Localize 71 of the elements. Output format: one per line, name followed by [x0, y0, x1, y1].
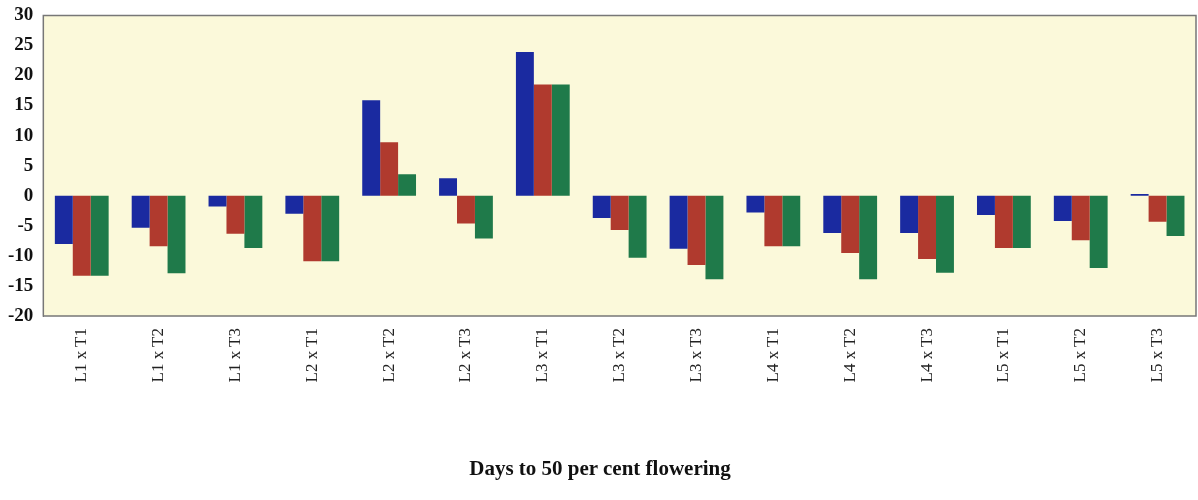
bar: [208, 195, 227, 207]
bar: [936, 195, 954, 273]
bar: [321, 195, 340, 262]
bar: [457, 195, 475, 224]
bar: [244, 195, 263, 249]
x-tick-label: L1 x T3: [224, 328, 244, 383]
bar: [841, 195, 860, 253]
bar: [746, 195, 765, 213]
bar: [900, 195, 919, 234]
bar: [976, 195, 995, 216]
y-tick-label: -15: [8, 273, 34, 295]
x-tick-label: L3 x T3: [685, 328, 705, 383]
bar: [226, 195, 245, 234]
y-tick-label: 15: [14, 93, 34, 115]
x-tick-label: L4 x T1: [762, 328, 782, 383]
bar: [782, 195, 801, 247]
text: Days to 50 per cent flowering: [469, 455, 732, 480]
bar: [439, 178, 458, 196]
bar: [1071, 195, 1090, 241]
bar: [859, 195, 878, 280]
bar: [515, 52, 534, 196]
bar: [669, 195, 688, 249]
y-tick-label: 10: [14, 123, 34, 145]
x-tick-label: L5 x T1: [993, 328, 1013, 383]
x-tick-label: L3 x T1: [532, 328, 552, 383]
bar: [592, 195, 611, 219]
bar: [380, 142, 399, 196]
x-tick-label: L4 x T3: [916, 328, 936, 383]
x-tick-label: L4 x T2: [839, 328, 859, 383]
bar: [533, 84, 552, 196]
y-tick-label: 20: [14, 63, 34, 85]
bar: [764, 195, 783, 247]
bar: [1053, 195, 1072, 222]
y-tick-label: 0: [23, 183, 34, 205]
bar: [1148, 195, 1167, 222]
bar: [918, 195, 937, 259]
x-tick-label: L2 x T1: [301, 328, 321, 383]
y-tick-label: 25: [14, 33, 34, 55]
bar: [610, 195, 629, 231]
bar: [303, 195, 322, 262]
bar: [994, 195, 1013, 249]
y-tick-label: 30: [14, 3, 34, 25]
y-tick-label: -20: [8, 303, 34, 325]
bar: [149, 195, 168, 247]
x-tick-label: L2 x T3: [455, 328, 475, 383]
x-tick-label: L3 x T2: [609, 328, 629, 383]
x-tick-label: L2 x T2: [378, 328, 398, 383]
bar: [167, 195, 186, 274]
x-tick-label: L1 x T1: [71, 328, 91, 383]
bar: [1012, 195, 1031, 249]
bar: [72, 195, 91, 276]
bar: [474, 195, 493, 239]
bar: [823, 195, 842, 234]
bar: [687, 195, 706, 265]
y-tick-label: 5: [23, 153, 34, 175]
bar: [362, 100, 381, 196]
bar: [90, 195, 109, 276]
bar: [705, 195, 724, 280]
bar: [551, 84, 570, 196]
x-tick-label: L5 x T2: [1070, 328, 1090, 383]
y-tick-label: -10: [8, 243, 34, 265]
x-tick-label: L5 x T3: [1147, 328, 1167, 383]
bar: [285, 195, 304, 214]
bar: [1166, 195, 1185, 237]
bar: [1089, 195, 1108, 268]
y-tick-label: -5: [17, 213, 34, 235]
bar: [398, 174, 417, 196]
bar: [628, 195, 647, 258]
bar: [54, 195, 73, 244]
x-tick-label: L1 x T2: [148, 328, 168, 383]
bar: [131, 195, 150, 228]
